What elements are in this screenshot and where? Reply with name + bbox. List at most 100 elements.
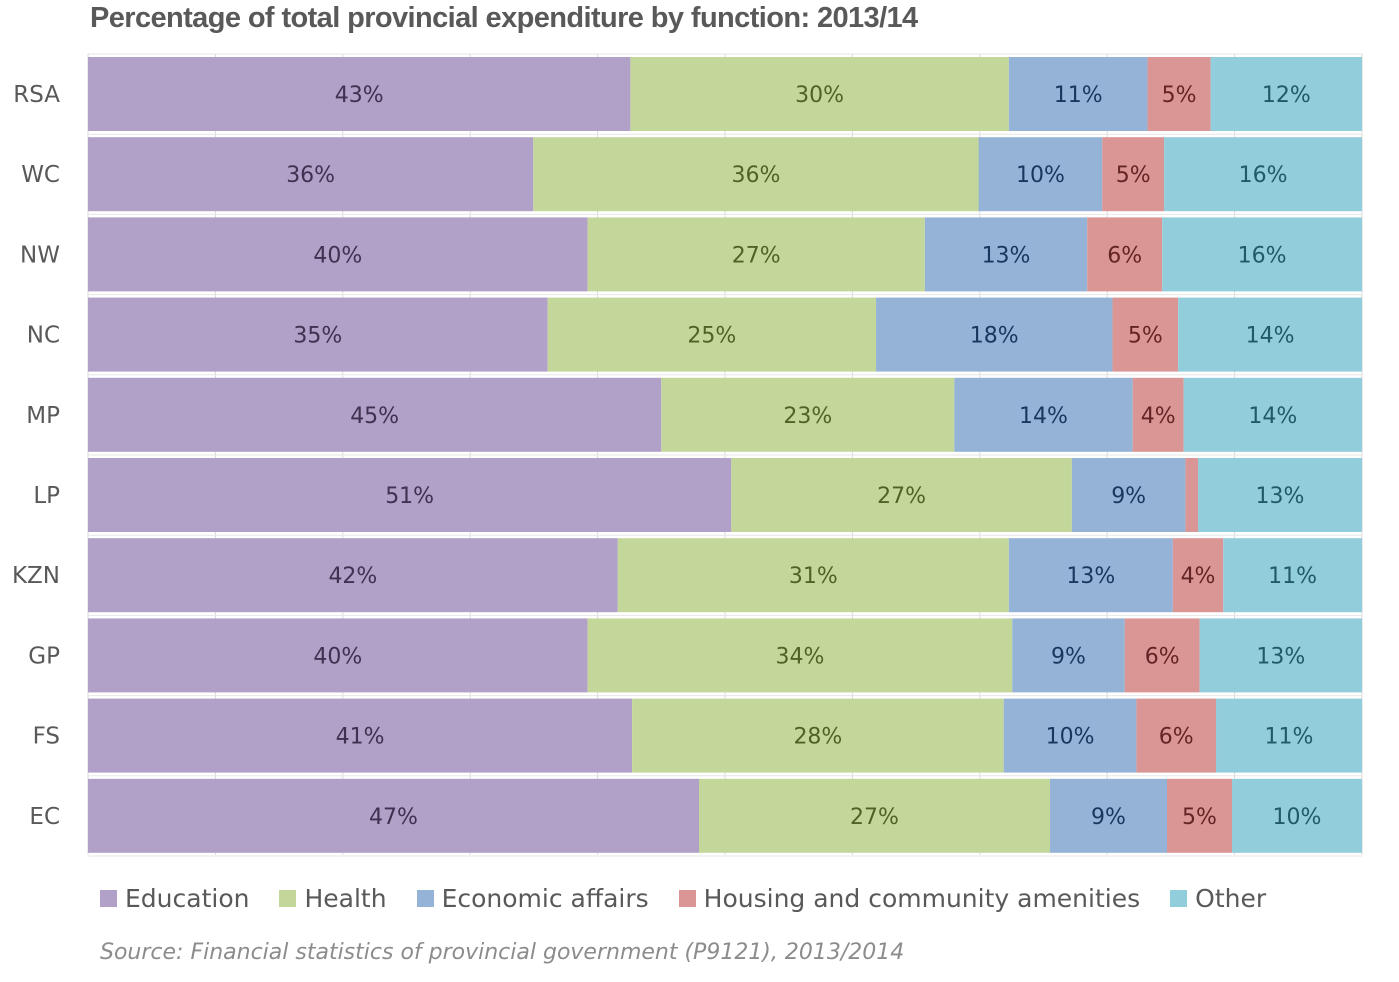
category-label: LP <box>33 483 60 509</box>
data-label: 11% <box>1268 564 1317 589</box>
data-label: 25% <box>687 324 736 349</box>
bar-row-nw: 40% 27% 13% 6% 16% <box>88 217 1362 292</box>
category-label: GP <box>28 643 60 669</box>
data-label: 5% <box>1116 163 1151 188</box>
category-label: WC <box>21 162 60 188</box>
bar-segment-economic-affairs-fs <box>1003 698 1137 773</box>
bar-row-lp: 51% 27% 9% 13% <box>88 458 1362 532</box>
data-label: 30% <box>795 83 844 108</box>
bar-row-mp: 45% 23% 14% 4% 14% <box>88 377 1362 452</box>
data-label: 6% <box>1145 644 1180 669</box>
bar-segment-economic-affairs-rsa <box>1008 57 1148 131</box>
data-label: 11% <box>1054 83 1103 108</box>
source-note: Source: Financial statistics of provinci… <box>100 940 905 965</box>
bar-row-wc: 36% 36% 10% 5% 16% <box>88 137 1362 212</box>
legend-item: Other <box>1170 884 1266 913</box>
bar-segment-health-mp <box>661 377 955 452</box>
data-label: 12% <box>1262 83 1311 108</box>
chart-title: Percentage of total provincial expenditu… <box>90 2 918 34</box>
data-label: 27% <box>732 243 781 268</box>
category-label: MP <box>26 403 60 429</box>
data-label: 4% <box>1181 564 1216 589</box>
bar-segment-health-nw <box>587 217 925 292</box>
bar-segment-other-lp <box>1198 458 1362 532</box>
bar-segment-other-nw <box>1162 217 1362 292</box>
data-label: 14% <box>1019 404 1068 429</box>
data-label: 10% <box>1016 163 1065 188</box>
data-label: 10% <box>1273 805 1322 830</box>
bar-row-nc: 35% 25% 18% 5% 14% <box>88 297 1362 372</box>
bar-segment-housing-and-community-amenities-wc <box>1102 137 1165 212</box>
data-label: 31% <box>789 564 838 589</box>
data-label: 5% <box>1182 805 1217 830</box>
data-label: 4% <box>1141 404 1176 429</box>
data-label: 43% <box>335 83 384 108</box>
category-label: NC <box>27 323 60 349</box>
bar-segment-housing-and-community-amenities-mp <box>1132 377 1184 452</box>
data-label: 23% <box>783 404 832 429</box>
category-label: FS <box>33 724 60 750</box>
legend-swatch <box>279 890 297 907</box>
bar-segment-economic-affairs-lp <box>1071 458 1186 532</box>
bar-segment-economic-affairs-nc <box>876 297 1113 372</box>
data-label: 14% <box>1246 324 1295 349</box>
category-label: RSA <box>13 82 60 108</box>
data-label: 16% <box>1238 243 1287 268</box>
bar-segment-other-kzn <box>1223 538 1362 613</box>
data-label: 9% <box>1091 805 1126 830</box>
data-label: 45% <box>350 404 399 429</box>
bar-segment-education-mp <box>88 377 662 452</box>
category-label: KZN <box>12 563 60 589</box>
category-label: EC <box>29 804 60 830</box>
data-label: 5% <box>1128 324 1163 349</box>
data-label: 6% <box>1159 725 1194 750</box>
category-label: NW <box>20 242 60 268</box>
bar-segment-economic-affairs-nw <box>924 217 1088 292</box>
bar-segment-education-lp <box>88 458 732 532</box>
bar-segment-housing-and-community-amenities-fs <box>1136 698 1217 773</box>
bar-segment-housing-and-community-amenities-nw <box>1087 217 1163 292</box>
legend-label: Other <box>1195 884 1267 913</box>
bar-segment-other-wc <box>1164 137 1362 212</box>
data-label: 9% <box>1051 644 1086 669</box>
bar-segment-health-wc <box>533 137 979 212</box>
data-label: 14% <box>1248 404 1297 429</box>
bar-segment-housing-and-community-amenities-lp <box>1185 458 1199 532</box>
legend-item: Housing and community amenities <box>678 884 1140 913</box>
legend-swatch <box>1170 890 1188 907</box>
bars: 43% 30% 11% 5% 12% 36% 36% 10% 5% 16% 40% 27% 13% 6% 1… <box>88 57 1362 853</box>
bar-segment-housing-and-community-amenities-rsa <box>1147 57 1211 131</box>
bar-row-kzn: 42% 31% 13% 4% 11% <box>88 538 1362 613</box>
legend-item: Health <box>279 884 387 913</box>
bar-segment-economic-affairs-mp <box>954 377 1133 452</box>
bar-segment-health-lp <box>731 458 1072 532</box>
bar-row-fs: 41% 28% 10% 6% 11% <box>88 698 1362 773</box>
data-label: 13% <box>1256 484 1305 509</box>
bar-segment-education-wc <box>88 137 534 212</box>
data-label: 36% <box>731 163 780 188</box>
bar-segment-health-gp <box>587 618 1013 693</box>
legend-item: Education <box>100 884 249 913</box>
data-label: 40% <box>313 243 362 268</box>
bar-segment-other-gp <box>1199 618 1362 693</box>
legend-label: Economic affairs <box>441 884 649 913</box>
data-label: 11% <box>1265 725 1314 750</box>
bar-segment-health-nc <box>547 297 877 372</box>
bar-segment-education-nc <box>88 297 548 372</box>
legend-swatch <box>416 890 434 907</box>
bar-segment-other-rsa <box>1210 57 1362 131</box>
bar-segment-education-kzn <box>88 538 618 613</box>
data-label: 35% <box>293 324 342 349</box>
legend-label: Education <box>125 884 250 913</box>
legend-label: Health <box>304 884 387 913</box>
legend-swatch <box>678 890 696 907</box>
legend-item: Economic affairs <box>416 884 649 913</box>
data-label: 13% <box>1066 564 1115 589</box>
data-label: 28% <box>793 725 842 750</box>
data-label: 40% <box>313 644 362 669</box>
bar-segment-health-ec <box>699 778 1050 853</box>
bar-segment-housing-and-community-amenities-gp <box>1124 618 1200 693</box>
data-label: 13% <box>982 243 1031 268</box>
bar-segment-housing-and-community-amenities-ec <box>1167 778 1232 853</box>
data-label: 13% <box>1256 644 1305 669</box>
